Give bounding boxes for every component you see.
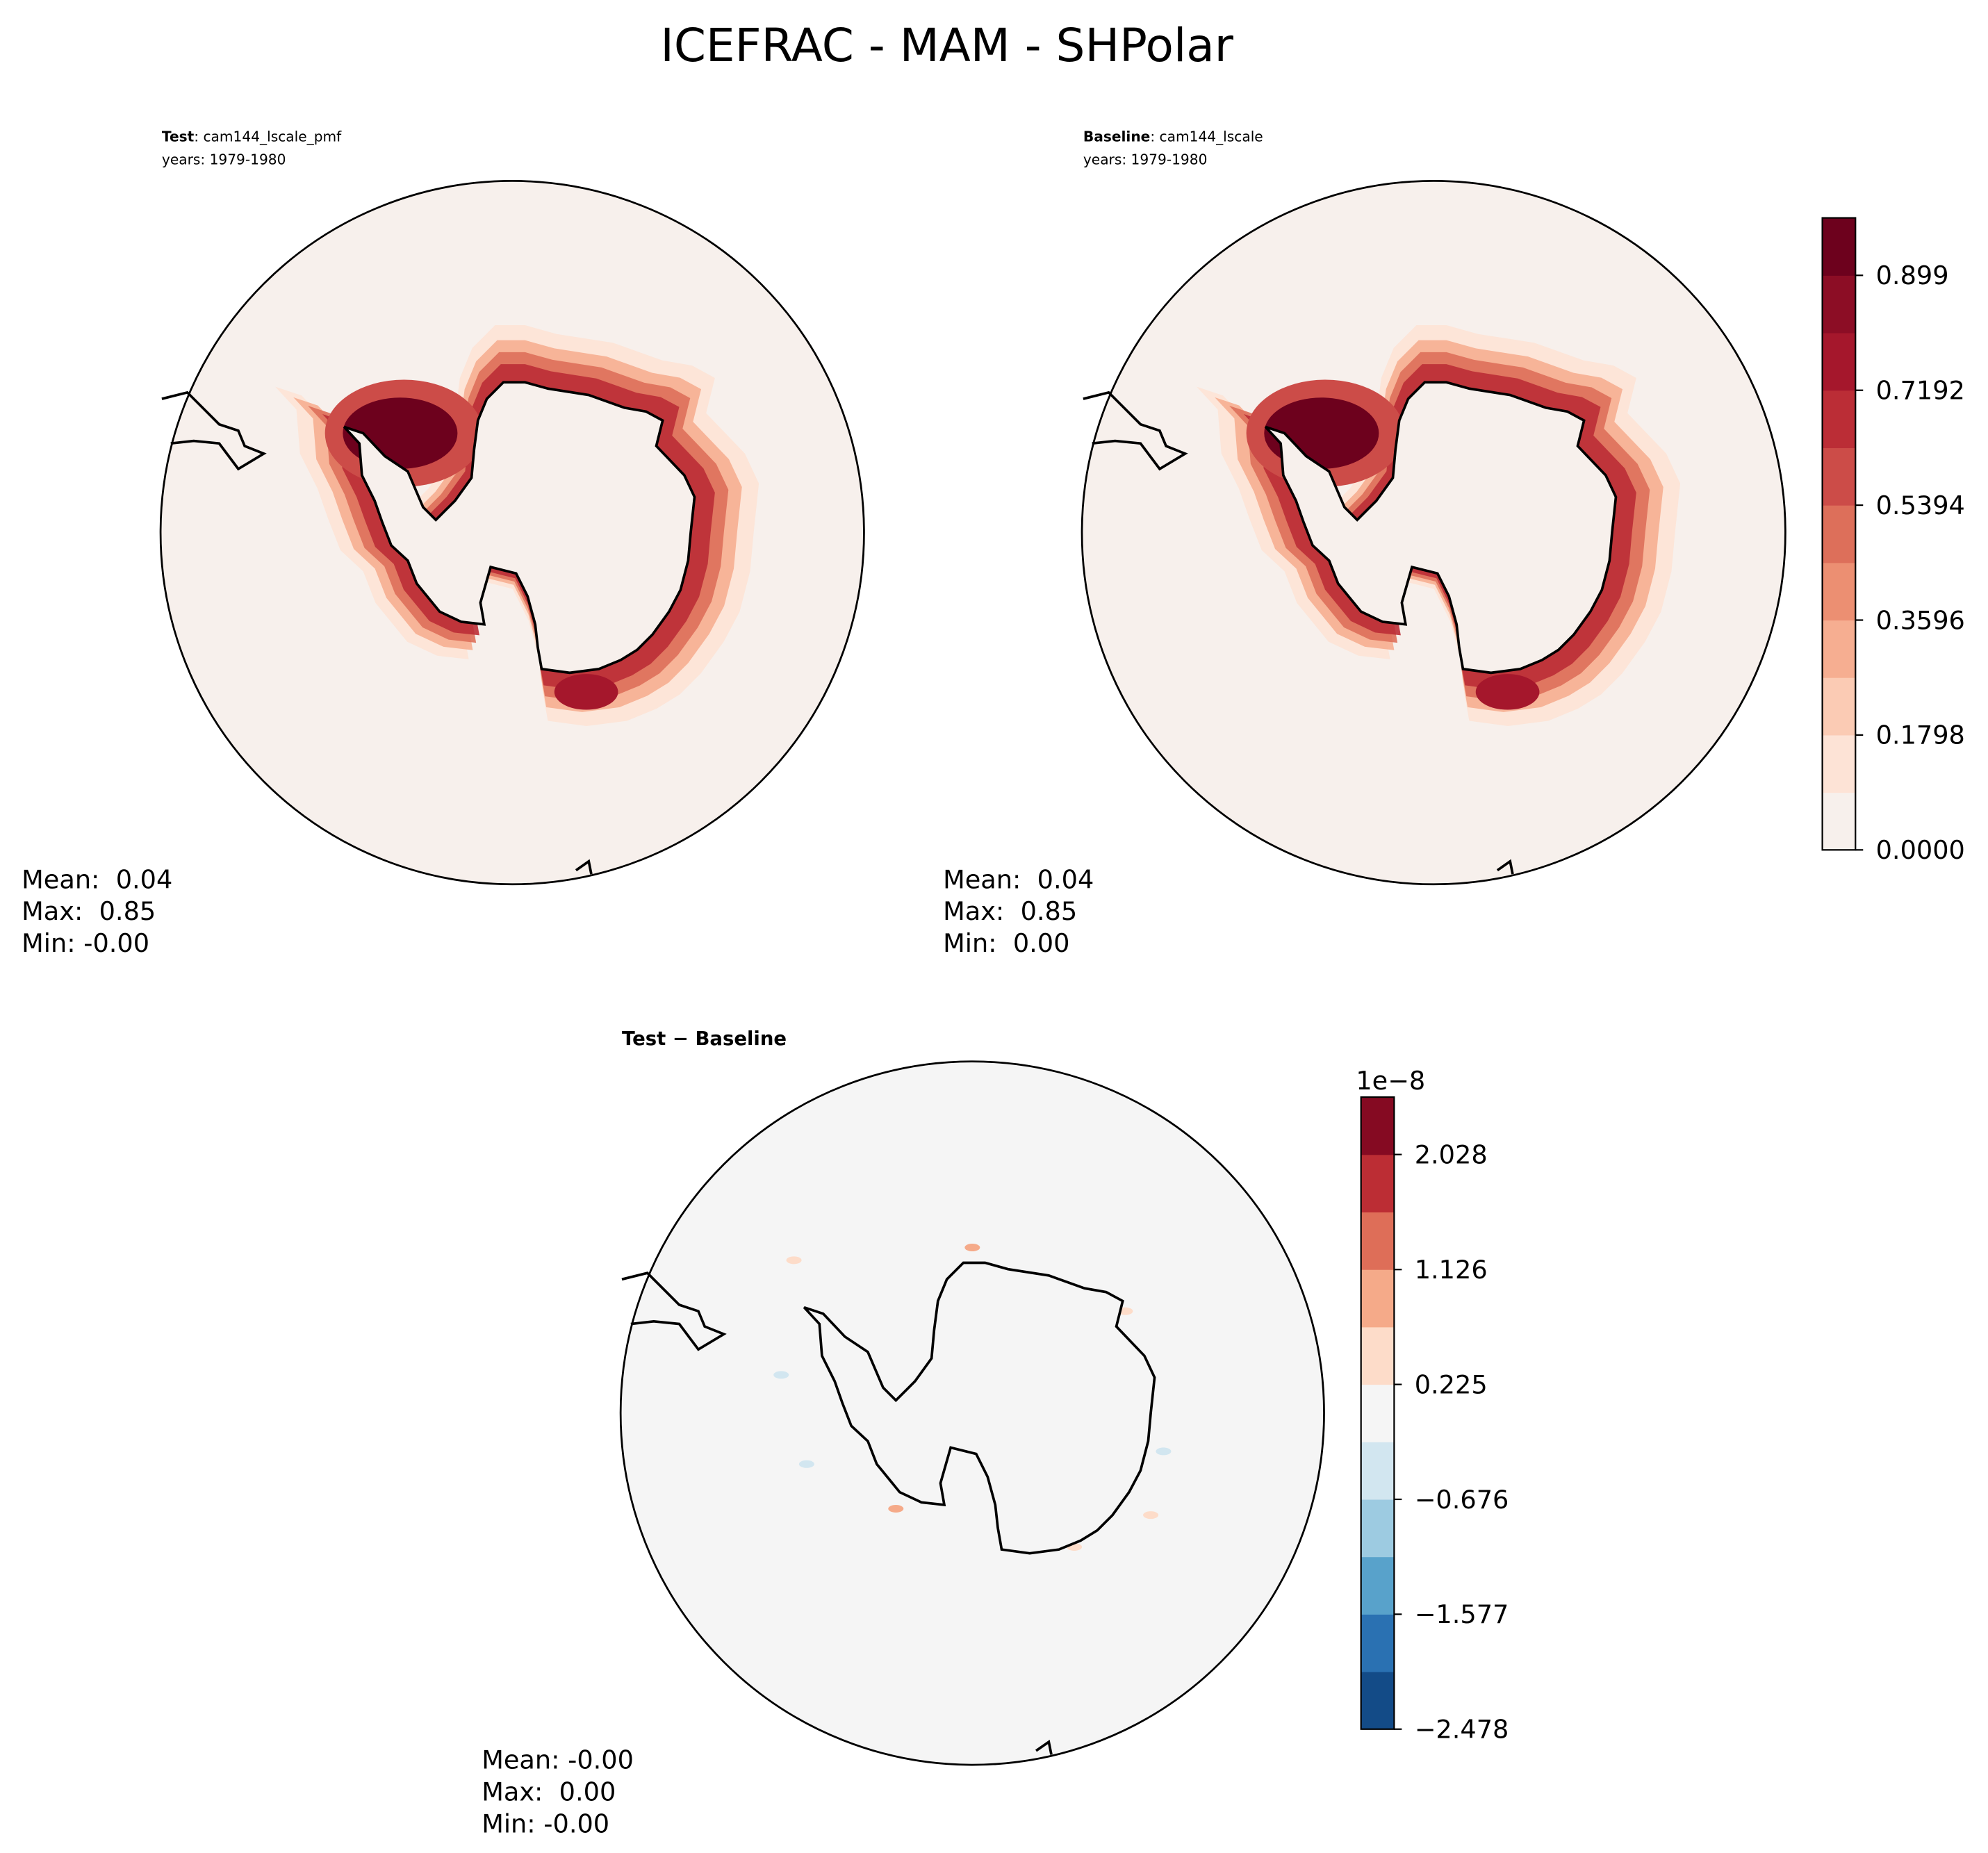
colorbar-tick-label: −0.676 [1415, 1485, 1509, 1515]
panel-name: Test [162, 129, 195, 145]
map-border [159, 180, 865, 886]
antarctica [803, 1261, 1156, 1555]
colorbar-level [1361, 1384, 1395, 1442]
panel-years: years: 1979-1980 [162, 151, 286, 168]
stat-line: Min: -0.00 [482, 1809, 609, 1838]
panel-label: Baseline: cam144_lscale [1083, 129, 1263, 145]
colorbar-level [1822, 390, 1856, 448]
colorbar-tick-label: 0.5394 [1876, 491, 1965, 520]
south-america [621, 1271, 727, 1351]
map [619, 1060, 1325, 1766]
colorbar-level [1822, 447, 1856, 506]
stat-line: Mean: 0.04 [22, 864, 172, 894]
colorbar-tick-label: 0.1798 [1876, 720, 1965, 750]
colorbar-tick-label: 0.3596 [1876, 605, 1965, 635]
colorbar-level [1822, 333, 1856, 391]
diff-speckle [786, 1256, 802, 1265]
colorbar-level [1361, 1326, 1395, 1385]
colorbar-level [1822, 505, 1856, 563]
colorbar-tick-label: −1.577 [1415, 1599, 1509, 1629]
map-border [1081, 180, 1786, 886]
colorbar-level [1361, 1212, 1395, 1270]
colorbar-tick-label: 0.7192 [1876, 376, 1965, 406]
panel-case: : cam144_lscale [1150, 129, 1263, 145]
colorbar-level [1822, 562, 1856, 621]
diff-speckle [798, 1460, 814, 1468]
diff-speckle [888, 1504, 904, 1513]
diff-speckle [964, 1243, 980, 1251]
colorbar-level [1822, 217, 1856, 276]
panel-case: : cam144_lscale_pmf [194, 129, 342, 145]
colorbar-offset: 1e−8 [1356, 1066, 1425, 1096]
colorbar-tick-label: 0.899 [1876, 261, 1949, 290]
panel-title: Test − Baseline [622, 1028, 787, 1050]
stat-line: Min: -0.00 [22, 928, 149, 958]
panel-name: Baseline [1083, 129, 1150, 145]
colorbar-tick-label: 2.028 [1415, 1140, 1488, 1170]
colorbar-level [1361, 1556, 1395, 1615]
stat-line: Max: 0.85 [943, 896, 1077, 926]
colorbar-level [1822, 275, 1856, 333]
map [1081, 180, 1786, 886]
colorbar-frame [1821, 217, 1857, 851]
diff-speckle [1143, 1511, 1159, 1520]
colorbar-frame [1360, 1096, 1395, 1730]
antarctica [343, 381, 696, 675]
colorbar-tick-label: 0.225 [1415, 1369, 1488, 1399]
colorbar-level [1822, 677, 1856, 736]
colorbar-level [1361, 1154, 1395, 1213]
south-america [1083, 390, 1188, 471]
south-america [161, 390, 267, 471]
stat-line: Max: 0.85 [22, 896, 156, 926]
colorbar-level [1822, 792, 1856, 850]
panel-years: years: 1979-1980 [1083, 151, 1208, 168]
diff-speckle [1156, 1447, 1172, 1456]
panel-label: Test: cam144_lscale_pmf [162, 129, 342, 145]
map-border [619, 1060, 1325, 1766]
map [159, 180, 865, 886]
sea-ice [1475, 674, 1540, 710]
stat-line: Max: 0.00 [482, 1777, 616, 1806]
colorbar-level [1822, 620, 1856, 678]
sea-ice [554, 674, 618, 710]
colorbar-level [1361, 1672, 1395, 1730]
diff-speckle [773, 1371, 789, 1379]
island [1035, 1739, 1053, 1755]
colorbar-level [1822, 734, 1856, 793]
colorbar-level [1361, 1499, 1395, 1558]
colorbar-tick-label: 1.126 [1415, 1255, 1488, 1285]
island [575, 859, 593, 875]
colorbar-level [1361, 1614, 1395, 1672]
colorbar-level [1361, 1269, 1395, 1328]
colorbar-tick-label: −2.478 [1415, 1715, 1509, 1745]
colorbar-tick-label: 0.0000 [1876, 835, 1965, 865]
colorbar-level [1361, 1442, 1395, 1500]
antarctica [1264, 381, 1618, 675]
figure-title: ICEFRAC - MAM - SHPolar [660, 19, 1233, 72]
island [1496, 859, 1514, 875]
stat-line: Mean: -0.00 [482, 1745, 634, 1775]
stat-line: Min: 0.00 [943, 928, 1069, 958]
colorbar-level [1361, 1097, 1395, 1155]
stat-line: Mean: 0.04 [943, 864, 1094, 894]
